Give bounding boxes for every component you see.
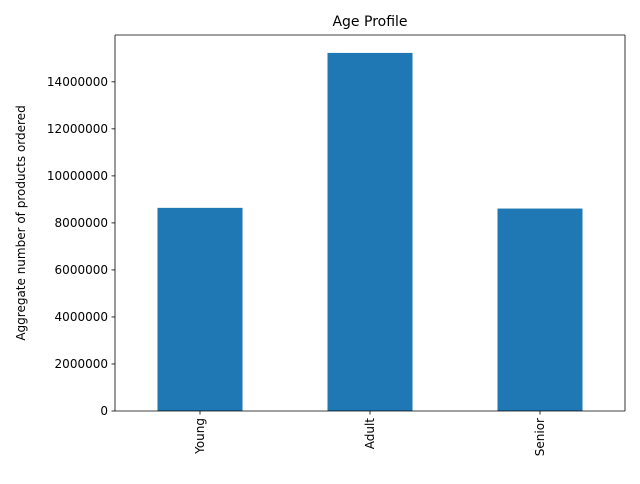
bar-young [157, 207, 243, 411]
y-tick-label: 6000000 [55, 263, 108, 277]
x-tick-label-adult: Adult [363, 418, 377, 450]
y-tick-label: 2000000 [55, 357, 108, 371]
y-tick-label: 10000000 [47, 169, 108, 183]
y-tick-label: 0 [100, 404, 108, 418]
x-tick-label-senior: Senior [533, 418, 547, 456]
y-tick-label: 4000000 [55, 310, 108, 324]
x-tick-label-young: Young [193, 418, 207, 455]
y-tick-label: 8000000 [55, 216, 108, 230]
y-tick-label: 14000000 [47, 75, 108, 89]
chart-title: Age Profile [332, 14, 407, 30]
y-tick-label: 12000000 [47, 122, 108, 136]
y-axis-label: Aggregate number of products ordered [14, 105, 28, 340]
plot-area: 0 2000000 4000000 6000000 8000000 10000000 120… [47, 34, 626, 456]
bar-adult [327, 52, 413, 412]
bar-senior [497, 208, 583, 411]
